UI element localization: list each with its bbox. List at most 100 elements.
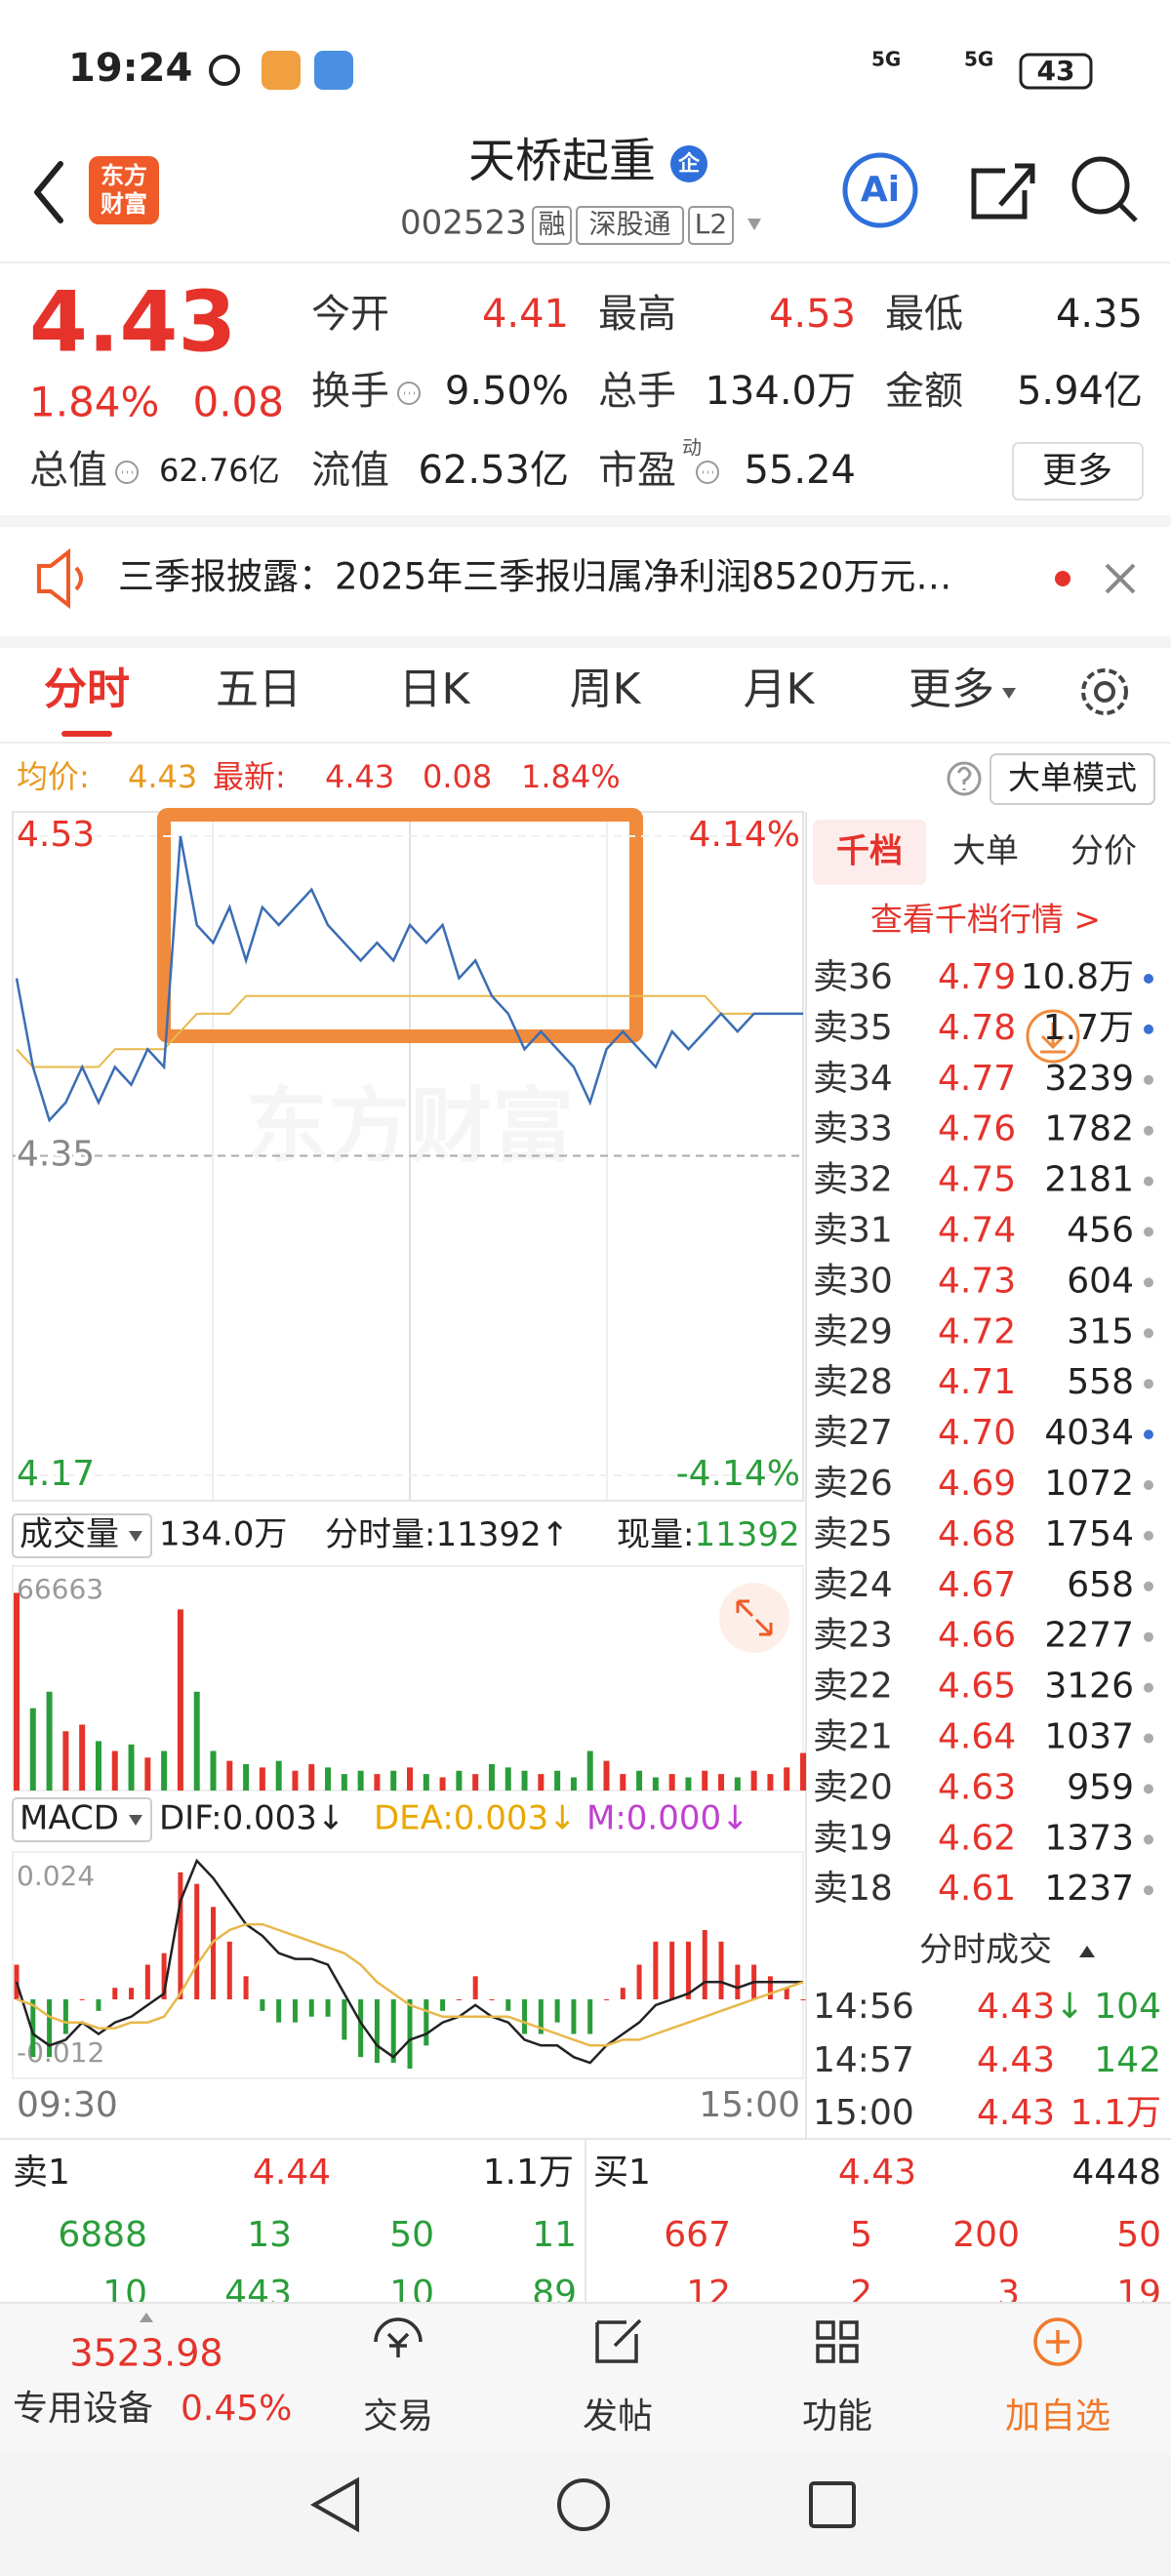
book-qty: 3126 [1044, 1667, 1134, 1707]
tab[interactable]: 月K [744, 664, 816, 714]
macd-bar [587, 1999, 593, 2034]
macd-bar [702, 1930, 707, 1999]
book-label: 卖23 [813, 1616, 893, 1656]
index-name: 专用设备 [13, 2389, 153, 2429]
expand-button[interactable] [719, 1583, 789, 1653]
battery [1019, 53, 1093, 90]
macd-bar [800, 1999, 806, 2000]
tab[interactable]: 周K [570, 664, 642, 714]
network-label: 5G [871, 48, 901, 71]
y-tick-label: 66663 [17, 1573, 103, 1605]
volume-bar [62, 1731, 69, 1791]
macd-indicator: M:0.000↓ [586, 1799, 749, 1838]
book-tab[interactable]: 千档 [836, 832, 903, 871]
book-label: 卖36 [813, 957, 893, 997]
book-qty: 558 [1067, 1362, 1134, 1402]
field-label: 最高 [598, 292, 676, 337]
macd-bar [325, 1999, 331, 2017]
level1-qty: 4448 [1071, 2153, 1161, 2193]
book-price: 4.61 [938, 1869, 1016, 1909]
more-button[interactable] [1012, 442, 1144, 501]
book-label: 卖26 [813, 1464, 893, 1504]
y-tick-label: 4.35 [17, 1135, 95, 1175]
macd-bar [178, 1872, 183, 1999]
tab[interactable]: 更多 [909, 664, 994, 714]
nav-item[interactable]: 发帖 [583, 2396, 653, 2436]
tab[interactable]: 日K [399, 664, 471, 714]
book-price: 4.65 [938, 1667, 1016, 1707]
trade-price-part: 4.43 [977, 2040, 1055, 2080]
volume-bar [390, 1770, 397, 1791]
tag-text: 深股通 [588, 208, 670, 240]
field-sup: 动 [682, 436, 702, 460]
level1-detail: 13 [247, 2215, 292, 2255]
info-last: 4.43 [325, 758, 394, 795]
macd-bar [669, 1941, 675, 1999]
nav-home[interactable] [557, 2478, 610, 2531]
share-icon[interactable] [971, 163, 1035, 220]
settings-icon[interactable] [1081, 668, 1128, 715]
volume-bar [193, 1691, 200, 1791]
help-icon[interactable] [947, 761, 982, 796]
book-label: 卖33 [813, 1109, 893, 1149]
book-qty: 1.7万 [1043, 1008, 1134, 1048]
info-icon [397, 382, 421, 405]
scroll-down-button[interactable] [1026, 1009, 1080, 1064]
book-dot [1144, 1530, 1153, 1541]
level1-label: 买1 [593, 2153, 651, 2193]
tag [576, 206, 684, 245]
nav-item[interactable]: 功能 [802, 2396, 872, 2436]
index-caret [140, 2313, 153, 2322]
nav-recent[interactable] [809, 2481, 856, 2528]
book-qty: 4034 [1044, 1413, 1134, 1453]
book-link[interactable]: 查看千档行情 > [870, 901, 1101, 939]
macd-bar [374, 1999, 380, 2064]
book-label: 卖19 [813, 1818, 893, 1858]
close-notice[interactable] [1105, 563, 1136, 594]
volume-bar [325, 1767, 332, 1791]
ai-button[interactable] [842, 152, 918, 228]
macd-bar [243, 1976, 249, 1999]
book-dot [1144, 1429, 1153, 1440]
trade-price: 4.43 [977, 2040, 1055, 2080]
volume-bar [407, 1767, 413, 1791]
volume-bar [734, 1777, 741, 1791]
book-qty: 1754 [1044, 1514, 1134, 1554]
pct-label: 4.14% [689, 815, 800, 855]
macd-selector[interactable] [12, 1797, 152, 1842]
book-dot [1144, 1581, 1153, 1591]
level1-detail: 50 [1116, 2215, 1161, 2255]
nav-item[interactable]: 交易 [363, 2396, 433, 2436]
back-button[interactable] [34, 161, 63, 223]
macd-bar [489, 1999, 495, 2000]
book-dot [1144, 1733, 1153, 1744]
search-icon-handle [1118, 203, 1138, 222]
volume-bar [374, 1774, 381, 1791]
volume-selector[interactable] [12, 1513, 152, 1558]
trade-price-part: 4.43 [977, 1987, 1055, 2027]
nav-item[interactable]: 加自选 [1005, 2396, 1110, 2436]
more-label: 更多 [1042, 451, 1112, 491]
macd-bar [522, 1999, 528, 2034]
tab[interactable]: 分时 [44, 664, 130, 714]
level1-qty: 1.1万 [483, 2153, 574, 2193]
nav-icon [374, 2317, 423, 2357]
watermark: 东方财富 [246, 1078, 574, 1174]
book-tab[interactable]: 分价 [1070, 832, 1137, 871]
unread-dot [1055, 571, 1070, 586]
volume-bar [586, 1751, 593, 1791]
tab-dropdown [1002, 688, 1016, 699]
big-order-button[interactable] [989, 753, 1155, 805]
status-icon [262, 51, 301, 90]
nav-back[interactable] [309, 2476, 359, 2533]
trade-qty: 1.1万 [1070, 2093, 1161, 2133]
field-label: 总手 [598, 369, 676, 414]
tab[interactable]: 五日 [216, 664, 302, 714]
volume-bar [456, 1770, 463, 1791]
search-icon[interactable] [1071, 156, 1130, 215]
macd-bar [79, 1999, 85, 2000]
last-price: 4.43 [29, 273, 236, 371]
logo-text: 财富 [101, 190, 147, 218]
book-tab[interactable]: 大单 [952, 832, 1019, 871]
